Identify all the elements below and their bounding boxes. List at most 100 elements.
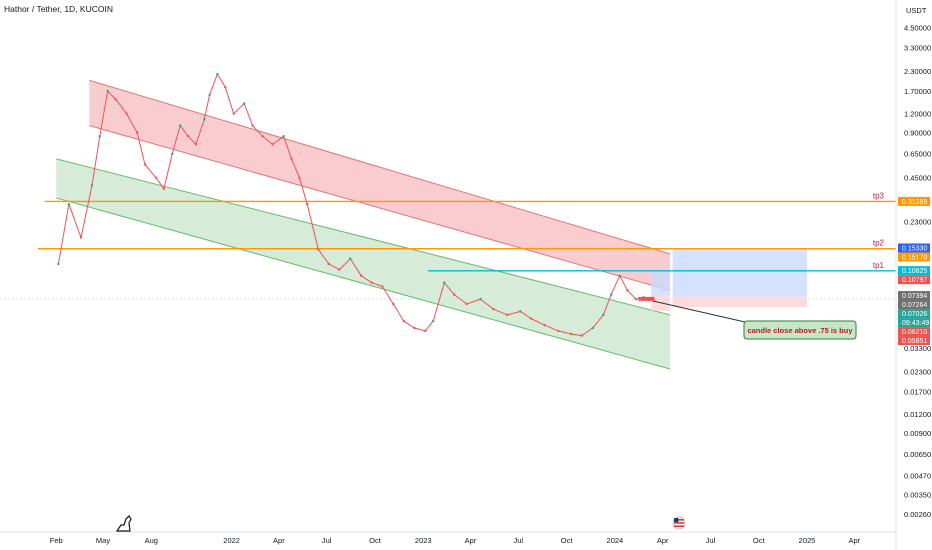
y-tick-label: 0.00260 — [904, 510, 931, 519]
price-badge — [898, 196, 930, 206]
price-point — [243, 102, 246, 105]
price-point — [282, 134, 285, 138]
price-badge — [898, 243, 930, 253]
y-tick-label: 1.70000 — [904, 87, 931, 96]
price-point — [143, 163, 147, 166]
tp3-label: tp3 — [873, 191, 885, 200]
price-point — [171, 152, 174, 155]
tp2-label: tp2 — [873, 239, 885, 248]
y-tick-label: 0.02300 — [904, 368, 931, 377]
x-tick-label: Apr — [657, 536, 669, 545]
price-point — [570, 332, 573, 336]
price-point — [529, 317, 533, 320]
price-point — [402, 319, 406, 323]
price-point — [349, 257, 352, 260]
y-tick-label: 0.00470 — [904, 471, 931, 480]
x-tick-label: Jul — [706, 536, 716, 545]
price-point — [370, 281, 373, 284]
y-tick-label: 0.90000 — [904, 128, 931, 137]
price-point — [216, 72, 219, 76]
price-point — [360, 274, 363, 278]
price-point — [261, 134, 264, 138]
green-channel-bottom-edge — [56, 197, 671, 370]
y-tick-label: 1.20000 — [904, 110, 931, 119]
price-axis[interactable]: 4.50000 3.30000 2.30000 1.70000 1.20000 0.900… — [904, 23, 931, 519]
price-point — [79, 236, 83, 239]
entry-marker — [638, 296, 655, 301]
price-point — [290, 157, 293, 161]
price-point — [67, 202, 71, 206]
price-point — [114, 97, 117, 101]
price-point — [413, 326, 416, 330]
price-point — [338, 268, 341, 271]
price-point — [57, 262, 60, 266]
y-tick-label: 0.03300 — [904, 344, 931, 353]
x-tick-label: Apr — [273, 536, 285, 545]
y-tick-label: 0.23000 — [904, 217, 931, 226]
price-point — [98, 134, 102, 138]
price-badge-label: 0.07026 — [902, 311, 927, 318]
symbol-title: Hathor / Tether, 1D, KUCOIN — [4, 4, 113, 14]
y-tick-label: 0.45000 — [904, 174, 931, 183]
small-target-zone — [651, 270, 670, 296]
price-badge-label: 0.07264 — [902, 302, 927, 309]
us-flag-icon — [672, 516, 686, 530]
price-badge — [898, 300, 930, 310]
green-channel-top-edge — [56, 158, 671, 316]
green-channel — [56, 158, 670, 369]
price-point — [271, 143, 274, 146]
trade-zones — [651, 247, 808, 311]
x-tick-label: 2024 — [607, 536, 624, 545]
price-point — [317, 248, 320, 251]
price-point — [298, 176, 301, 179]
price-point — [618, 274, 621, 278]
price-point — [424, 329, 427, 333]
price-point — [453, 293, 456, 296]
time-axis[interactable]: Feb May Aug 2022 Apr Jul Oct 2023 Apr Jul Oct 2024 A… — [50, 536, 861, 545]
target-zone — [672, 247, 808, 297]
y-tick-label: 2.30000 — [904, 67, 931, 76]
price-point — [232, 112, 235, 115]
tradingview-logo-icon — [115, 515, 132, 532]
price-badge — [898, 327, 930, 337]
price-badges: 0.31289 0.15330 0.15170 0.10825 0.10797 0.073… — [898, 196, 930, 346]
price-badge — [898, 275, 930, 285]
y-tick-label: 4.50000 — [904, 23, 931, 32]
x-tick-label: Oct — [753, 536, 766, 545]
price-badge-label: 09:43:49 — [902, 320, 929, 327]
x-tick-label: Feb — [50, 536, 63, 545]
price-point — [224, 86, 227, 89]
price-point — [543, 323, 546, 327]
y-tick-label: 3.30000 — [904, 44, 931, 53]
price-point — [208, 93, 211, 97]
x-tick-label: 2025 — [799, 536, 816, 545]
y-tick-label: 0.01200 — [904, 410, 931, 419]
price-point — [251, 124, 254, 127]
price-badge-label: 0.06210 — [902, 329, 927, 336]
price-point — [626, 289, 629, 292]
price-point — [506, 313, 509, 317]
price-badge — [898, 252, 930, 262]
y-tick-label: 0.65000 — [904, 150, 931, 159]
price-badge-label: 0.10825 — [902, 268, 927, 275]
price-badge-label: 0.10797 — [902, 277, 927, 284]
price-point — [610, 293, 613, 296]
note-text: candle close above .75 is buy — [747, 326, 853, 335]
price-point — [392, 302, 395, 306]
price-badge-label: 0.15170 — [902, 254, 927, 261]
price-point — [178, 124, 182, 127]
price-point — [580, 334, 583, 337]
x-tick-label: Aug — [145, 536, 158, 545]
price-point — [90, 184, 94, 187]
note-box — [743, 320, 857, 340]
x-tick-label: Apr — [465, 536, 477, 545]
x-tick-label: Oct — [369, 536, 382, 545]
price-badge — [898, 266, 930, 276]
price-point — [125, 112, 128, 115]
overlays: candle close above .75 is buy — [638, 296, 857, 340]
y-tick-label: 0.00350 — [904, 491, 931, 500]
note-pointer-line — [652, 300, 746, 323]
x-tick-label: May — [96, 536, 110, 545]
currency-label: USDT — [906, 6, 927, 15]
